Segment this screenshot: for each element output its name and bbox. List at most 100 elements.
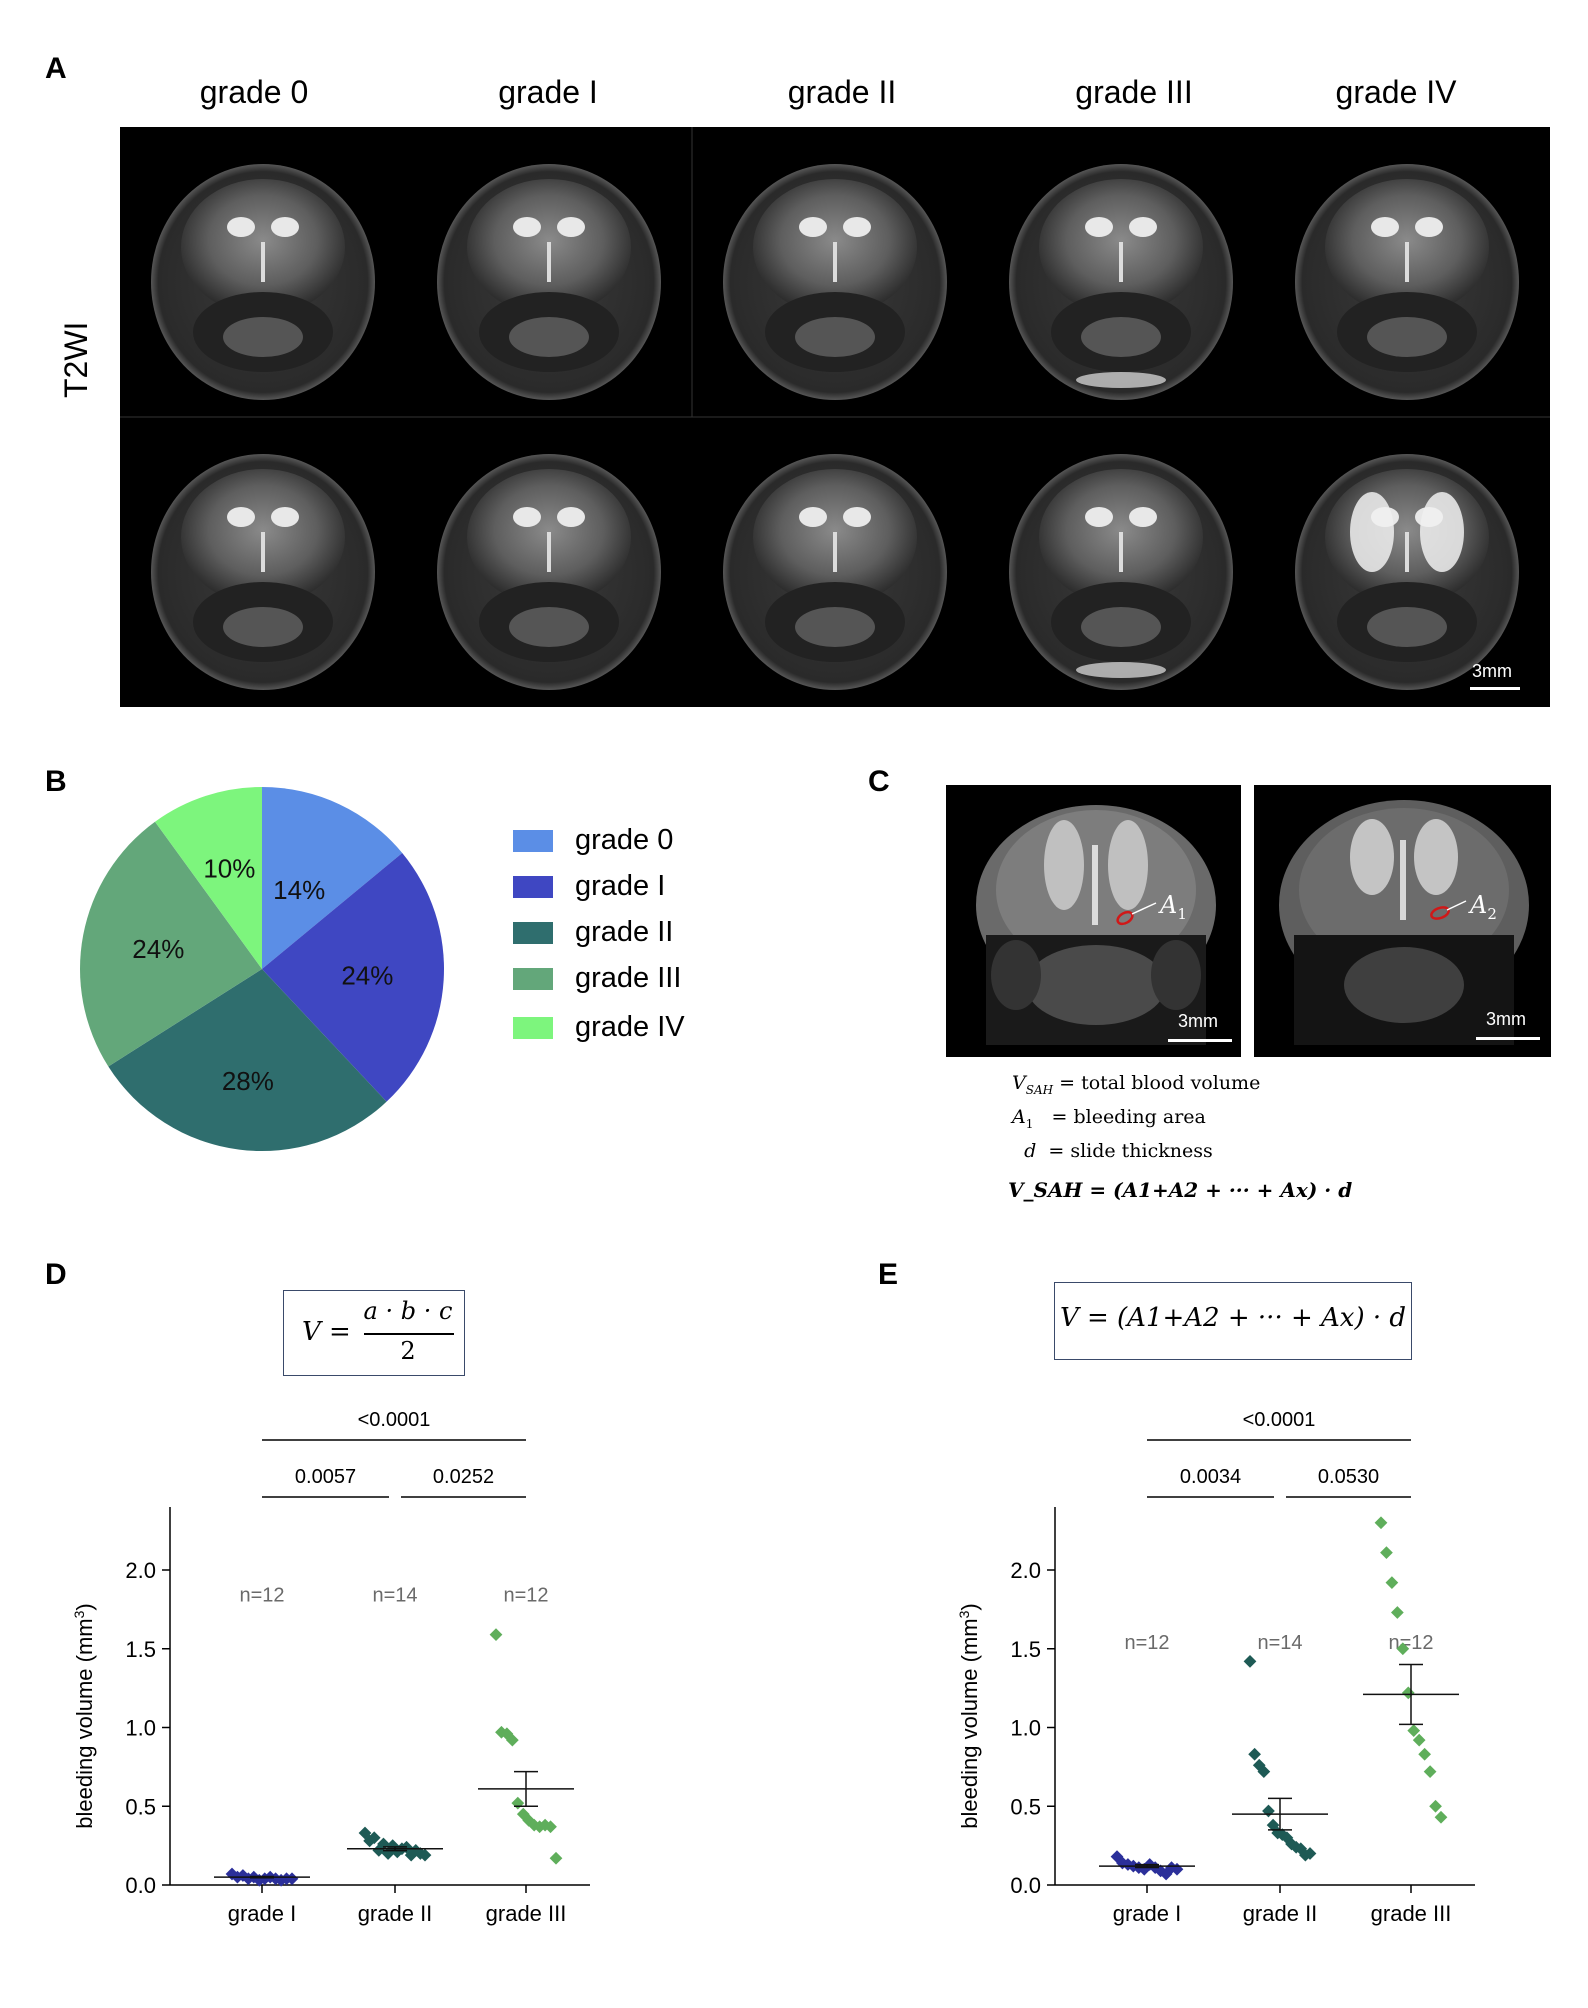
ventricle [799, 507, 827, 527]
legend-swatch [513, 1017, 553, 1039]
y-axis-label-superscript: 3 [71, 1610, 87, 1618]
brainstem [1081, 607, 1161, 647]
panel-letter-e: E [878, 1258, 899, 1291]
y-tick-label: 1.0 [1010, 1716, 1041, 1741]
scale-label-a: 3mm [1472, 661, 1512, 681]
p-value-label: 0.0530 [1318, 1466, 1379, 1488]
formula-box-e: V = (A1+A2 + ··· + Ax) · d [1054, 1282, 1412, 1360]
panel-letter-c: C [868, 765, 890, 798]
legend-label: grade III [575, 962, 682, 994]
region-label-a2: A2 [1470, 891, 1497, 923]
midline [547, 532, 551, 572]
legend-label: grade IV [575, 1011, 685, 1043]
n-label: n=14 [372, 1585, 417, 1607]
data-point [418, 1848, 432, 1862]
pie-value-label: 24% [341, 961, 393, 991]
grade-header-1: grade I [498, 74, 598, 110]
pie-slice-grade-III [79, 821, 262, 1067]
grade-header-3: grade III [1075, 74, 1193, 110]
n-label: n=12 [239, 1585, 284, 1607]
midline [547, 242, 551, 282]
ventricle [1085, 217, 1113, 237]
p-value-label: <0.0001 [1243, 1409, 1316, 1431]
x-tick-label: grade III [1371, 1901, 1452, 1926]
data-point [1262, 1804, 1275, 1818]
scale-bar-c1 [1168, 1039, 1232, 1042]
panel-letter-b: B [45, 765, 67, 798]
formula-definitions: VSAH = total blood volume A1 = bleeding … [1012, 1070, 1260, 1165]
mri-slice-2: A2 3mm [1254, 785, 1551, 1057]
legend-swatch [513, 968, 553, 990]
hemorrhage [1350, 492, 1394, 572]
data-point [1380, 1546, 1393, 1560]
data-point [489, 1628, 503, 1641]
data-point [549, 1851, 563, 1865]
mri-slice-2-image [1279, 800, 1529, 1045]
pie-value-label: 10% [203, 854, 255, 884]
n-label: n=12 [1388, 1632, 1433, 1654]
ventricle [271, 217, 299, 237]
y-axis-label: bleeding volume (mm3) [956, 1603, 982, 1828]
mri-slice [437, 454, 661, 690]
legend-label: grade I [575, 870, 666, 902]
panel-letter-d: D [45, 1258, 67, 1291]
y-axis-label-superscript: 3 [956, 1610, 972, 1618]
n-label: n=14 [1257, 1632, 1302, 1654]
midline [261, 242, 265, 282]
ventricle [843, 507, 871, 527]
mri-slice [151, 454, 375, 690]
brainstem [509, 317, 589, 357]
pie-value-label: 14% [273, 875, 325, 905]
pie-slice-grade-IV [155, 787, 262, 969]
midline [1119, 242, 1123, 282]
panel-letter-a: A [45, 52, 67, 85]
x-tick-label: grade I [1113, 1901, 1182, 1926]
grade-header-2: grade II [787, 74, 897, 110]
y-tick-label: 2.0 [125, 1558, 156, 1583]
pie-slice-grade-II [108, 969, 387, 1151]
data-point [1434, 1810, 1448, 1824]
midline [1119, 532, 1123, 572]
mri-slice [723, 164, 947, 400]
ventricle [227, 507, 255, 527]
formula-d-denominator: 2 [400, 1337, 416, 1365]
pie-chart: 14% 24% 28% 24% 10% [79, 787, 444, 1151]
brainstem [1367, 607, 1447, 647]
formula-e: V = (A1+A2 + ··· + Ax) · d [1059, 1303, 1407, 1333]
midline [833, 532, 837, 572]
data-point [1418, 1747, 1432, 1761]
ventricle [557, 507, 585, 527]
data-point [1401, 1686, 1415, 1700]
mri-slice [1295, 454, 1519, 690]
grade-header-0: grade 0 [199, 74, 309, 110]
data-point [1248, 1747, 1261, 1761]
pie-value-label: 28% [222, 1066, 274, 1096]
ventricle [843, 217, 871, 237]
legend-swatch [513, 922, 553, 944]
midline [833, 242, 837, 282]
pie-slice-grade-I [262, 852, 444, 1102]
y-tick-label: 1.5 [125, 1637, 156, 1662]
mri-slice-1: A1 3mm [946, 785, 1241, 1057]
hemorrhage [1420, 492, 1464, 572]
midline [1405, 242, 1409, 282]
brainstem [223, 317, 303, 357]
ventricle [1129, 217, 1157, 237]
hemorrhage [1076, 372, 1166, 388]
p-value-label: 0.0252 [433, 1466, 494, 1488]
legend-swatch [513, 830, 553, 852]
mri-grid: 3mm [120, 127, 1550, 707]
ventricle [1129, 507, 1157, 527]
brainstem [1367, 317, 1447, 357]
mri-slice [437, 164, 661, 400]
y-tick-label: 0.0 [125, 1873, 156, 1898]
scale-bar-a [1470, 687, 1520, 690]
scale-bar-c2 [1476, 1037, 1540, 1040]
region-label-a1: A1 [1160, 891, 1187, 923]
x-tick-label: grade I [228, 1901, 297, 1926]
legend-swatch [513, 876, 553, 898]
hemorrhage [1076, 662, 1166, 678]
definition-vsah: VSAH = total blood volume [1012, 1072, 1261, 1097]
formula-box-d: V = a · b · c 2 [283, 1290, 465, 1376]
definition-d: d = slide thickness [1024, 1139, 1213, 1162]
